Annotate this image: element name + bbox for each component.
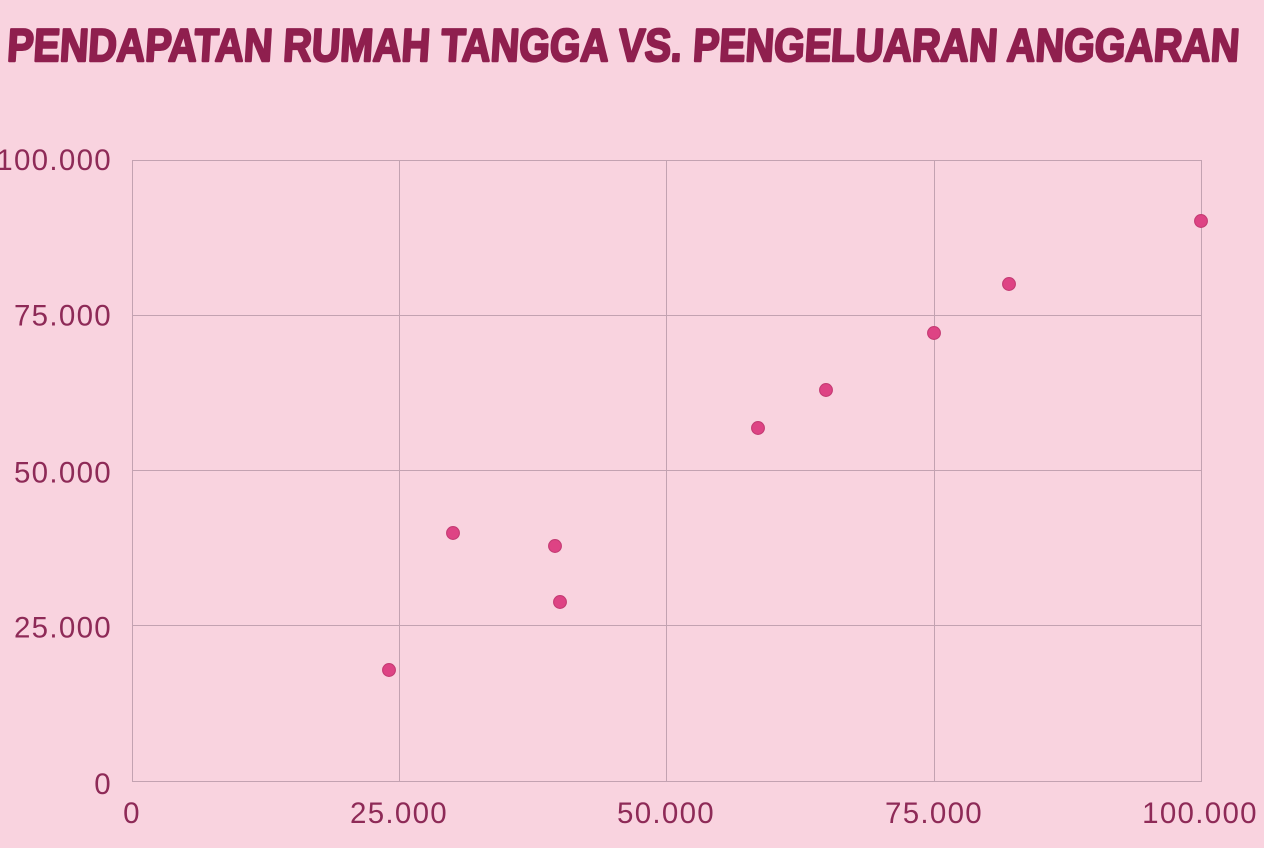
svg-text:50.000: 50.000 (14, 457, 112, 490)
svg-text:75.000: 75.000 (885, 797, 983, 830)
svg-text:75.000: 75.000 (14, 300, 112, 333)
svg-text:0: 0 (94, 768, 112, 801)
svg-text:100.000: 100.000 (1142, 797, 1258, 830)
svg-text:50.000: 50.000 (617, 797, 715, 830)
svg-text:0: 0 (123, 797, 141, 830)
svg-text:PENDAPATAN RUMAH TANGGA VS. PE: PENDAPATAN RUMAH TANGGA VS. PENGELUARAN … (6, 19, 1241, 71)
svg-text:25.000: 25.000 (350, 797, 448, 830)
svg-text:25.000: 25.000 (14, 612, 112, 645)
svg-text:100.000: 100.000 (0, 144, 112, 177)
